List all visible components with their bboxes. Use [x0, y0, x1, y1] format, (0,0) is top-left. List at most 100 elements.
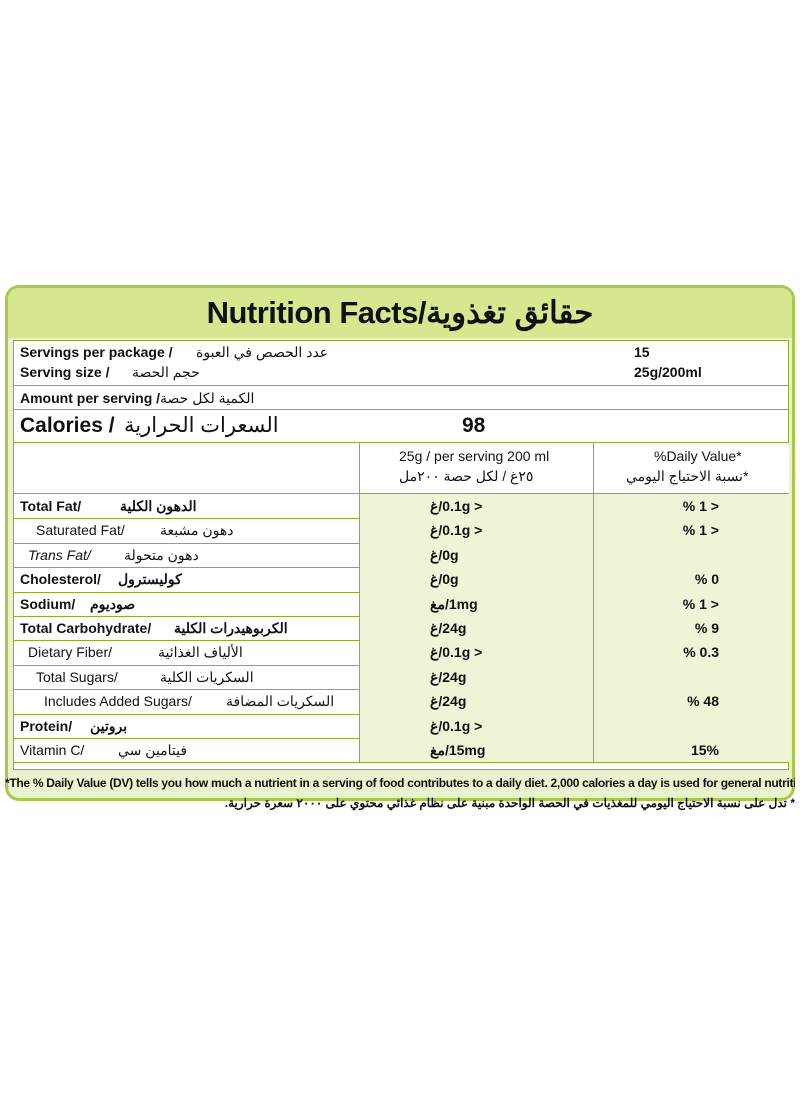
- nutrient-dv: 0.3 %: [683, 644, 719, 661]
- nutrient-name-ar: فيتامين سي: [118, 742, 188, 758]
- servings-block: Servings per package / عدد الحصص في العبو…: [14, 341, 788, 386]
- nutrient-amount: 15mg/مغ: [430, 742, 486, 758]
- amount-cell: < 0.1g/غ: [359, 640, 593, 665]
- nutrient-amount: < 0.1g/غ: [430, 644, 483, 661]
- serving-label: Serving size /: [20, 364, 110, 380]
- serving-label: Servings per package /: [20, 344, 173, 360]
- nutrient-row: Saturated Fat/دهون مشبعة < 0.1g/غ < 1 %: [14, 518, 789, 544]
- amount-column: [359, 443, 593, 493]
- nutrient-row: Trans Fat/دهون متحولة 0g/غ: [14, 542, 789, 569]
- nutrient-amount: < 0.1g/غ: [430, 717, 483, 734]
- nutrient-name-ar: السكريات المضافة: [226, 693, 335, 710]
- nutrient-amount: 0g/غ: [430, 546, 459, 563]
- nutrient-amount: < 0.1g/غ: [430, 498, 483, 514]
- nutrient-name-ar: دهون متحولة: [124, 546, 199, 563]
- nutrient-amount: 0g/غ: [430, 571, 459, 588]
- nutrient-name: Vitamin C/: [20, 742, 85, 758]
- nutrient-name: Protein/: [20, 717, 73, 734]
- nutrient-name-ar: دهون مشبعة: [160, 522, 234, 539]
- nutrient-name-ar: الدهون الكلية: [120, 498, 197, 514]
- footnote: * تدل على نسبة الاحتياج اليومي للمغذيات …: [224, 796, 795, 810]
- calories-label-ar: السعرات الحرارية: [124, 414, 279, 437]
- dv-cell: 15%: [593, 738, 789, 763]
- dv-cell: < 1 %: [593, 591, 789, 616]
- amount-cell: 24g/غ: [359, 616, 593, 641]
- nutrient-dv: < 1 %: [682, 522, 719, 539]
- footnote: *The % Daily Value (DV) tells you how mu…: [5, 776, 795, 790]
- nutrient-amount: 24g/غ: [430, 693, 467, 710]
- nutrient-name-ar: الألياف الغذائية: [158, 644, 243, 661]
- nutrient-dv: 0 %: [694, 571, 719, 588]
- calories-value: 98: [462, 414, 486, 437]
- nutrient-amount: 24g/غ: [430, 668, 467, 685]
- amount-heading-ar: ٢٥غ / لكل حصة ٢٠٠مل: [399, 468, 534, 484]
- footnotes: *The % Daily Value (DV) tells you how mu…: [5, 773, 795, 813]
- nutrient-name: Total Fat/: [20, 498, 82, 514]
- nutrient-amount: < 0.1g/غ: [430, 522, 483, 539]
- nutrient-dv: < 1 %: [682, 595, 719, 612]
- dv-cell: [593, 542, 789, 568]
- amount-label: Amount per serving /: [20, 390, 161, 406]
- serving-label-ar: حجم الحصة: [132, 364, 200, 380]
- dv-cell: 48 %: [593, 689, 789, 714]
- nutrient-name: Total Sugars/: [36, 668, 118, 685]
- amount-cell: < 0.1g/غ: [359, 518, 593, 543]
- nutrient-name: Sodium/: [20, 595, 76, 612]
- nutrient-row: Total Sugars/السكريات الكلية 24g/غ: [14, 664, 789, 691]
- amount-per-serving: Amount per serving / الكمية لكل حصة: [14, 387, 788, 410]
- nutrient-name: Trans Fat/: [28, 546, 91, 563]
- dv-cell: < 1 %: [593, 494, 789, 519]
- nutrient-name-ar: كوليسترول: [118, 571, 182, 588]
- amount-cell: < 0.1g/غ: [359, 494, 593, 519]
- nutrient-amount: 1mg/مغ: [430, 595, 478, 612]
- amount-cell: < 0.1g/غ: [359, 713, 593, 738]
- column-header: 25g / per serving 200 ml ٢٥غ / لكل حصة ٢٠…: [14, 443, 789, 494]
- dv-cell: 0 %: [593, 567, 789, 592]
- nutrient-row: Sodium/صوديوم 1mg/مغ < 1 %: [14, 591, 789, 617]
- nutrient-row: Dietary Fiber/الألياف الغذائية < 0.1g/غ 0.…: [14, 640, 789, 666]
- amount-cell: 24g/غ: [359, 664, 593, 690]
- dv-column: [593, 443, 789, 493]
- dv-cell: 9 %: [593, 616, 789, 641]
- nutrient-dv: 9 %: [694, 620, 719, 636]
- calories-row: Calories / السعرات الحرارية 98: [14, 410, 788, 443]
- nutrient-row: Vitamin C/فيتامين سي 15mg/مغ 15%: [14, 738, 789, 764]
- amount-cell: 1mg/مغ: [359, 591, 593, 616]
- nutrient-row: Total Fat/الدهون الكلية < 0.1g/غ < 1 %: [14, 494, 789, 520]
- table: Servings per package / عدد الحصص في العبو…: [13, 340, 789, 770]
- nutrient-name-ar: بروتين: [90, 717, 128, 734]
- amount-cell: 0g/غ: [359, 542, 593, 568]
- dv-cell: [593, 664, 789, 690]
- calories-label: Calories /: [20, 414, 115, 437]
- dv-heading: %Daily Value*: [654, 448, 742, 464]
- nutrient-name: Dietary Fiber/: [28, 644, 113, 661]
- dv-cell: < 1 %: [593, 518, 789, 543]
- dv-cell: [593, 713, 789, 738]
- nutrient-name: Includes Added Sugars/: [44, 693, 192, 710]
- nutrient-name-ar: الكربوهيدرات الكلية: [174, 620, 288, 636]
- nutrient-name: Saturated Fat/: [36, 522, 125, 539]
- nutrient-name: Cholesterol/: [20, 571, 101, 588]
- dv-cell: 0.3 %: [593, 640, 789, 665]
- amount-cell: 15mg/مغ: [359, 738, 593, 763]
- nutrient-name-ar: السكريات الكلية: [160, 668, 254, 685]
- serving-value: 25g/200ml: [634, 364, 702, 380]
- nutrient-row: Total Carbohydrate/الكربوهيدرات الكلية 24…: [14, 616, 789, 642]
- nutrient-amount: 24g/غ: [430, 620, 467, 636]
- nutrient-row: Cholesterol/كوليسترول 0g/غ 0 %: [14, 567, 789, 593]
- amount-heading: 25g / per serving 200 ml: [399, 448, 550, 464]
- nutrient-row: Protein/بروتين < 0.1g/غ: [14, 713, 789, 739]
- amount-cell: 24g/غ: [359, 689, 593, 714]
- nutrient-row: Includes Added Sugars/السكريات المضافة 24…: [14, 689, 789, 715]
- nutrient-dv: < 1 %: [682, 498, 719, 514]
- dv-heading-ar: *نسبة الاحتياج اليومي: [626, 468, 749, 484]
- nutrient-dv: 48 %: [687, 693, 719, 710]
- serving-value: 15: [634, 344, 650, 360]
- nutrient-name-ar: صوديوم: [90, 595, 136, 612]
- title: Nutrition Facts/حقائق تغذوية: [8, 288, 792, 338]
- nutrient-dv: 15%: [690, 742, 719, 758]
- amount-label-ar: الكمية لكل حصة: [160, 390, 255, 406]
- amount-cell: 0g/غ: [359, 567, 593, 592]
- nutrition-label: Nutrition Facts/حقائق تغذوية Servings pe…: [5, 285, 795, 801]
